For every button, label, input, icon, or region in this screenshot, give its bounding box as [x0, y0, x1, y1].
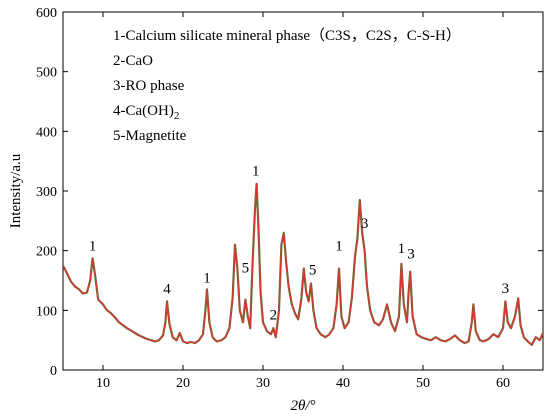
y-tick-label: 0 — [50, 364, 57, 379]
legend-item-5: 5-Magnetite — [113, 128, 187, 144]
x-tick-label: 30 — [256, 376, 270, 391]
y-tick-label: 500 — [36, 66, 57, 81]
peak-label-3: 3 — [361, 216, 369, 232]
peak-label-1: 1 — [89, 239, 97, 255]
peak-label-5: 5 — [309, 263, 317, 279]
peak-label-1: 1 — [252, 163, 260, 179]
series-line-layer — [62, 182, 545, 346]
peak-label-1: 1 — [398, 241, 406, 257]
y-tick-label: 300 — [36, 185, 57, 200]
legend-item-2: 2-CaO — [113, 53, 153, 69]
legend-item-4: 4-Ca(OH)2 — [113, 103, 179, 122]
x-tick-label: 10 — [96, 376, 110, 391]
legend-item-1: 1-Calcium silicate mineral phase（C3S，C2S… — [113, 27, 461, 44]
peak-label-1: 1 — [203, 270, 211, 286]
peak-label-2: 2 — [270, 307, 278, 323]
peak-label-3: 3 — [407, 246, 415, 262]
legend-subscript: 2 — [174, 110, 180, 122]
x-tick-label: 20 — [176, 376, 190, 391]
legend: 1-Calcium silicate mineral phase（C3S，C2S… — [113, 27, 461, 144]
y-axis-label: Intensity/a.u — [8, 153, 24, 228]
peak-label-5: 5 — [242, 261, 250, 277]
x-tick-label: 40 — [336, 376, 350, 391]
peak-label-3: 3 — [502, 281, 510, 297]
legend-item-3: 3-RO phase — [113, 78, 185, 94]
series-line — [62, 183, 544, 346]
y-tick-label: 600 — [36, 6, 57, 21]
y-tick-label: 100 — [36, 304, 57, 319]
y-tick-label: 200 — [36, 245, 57, 260]
x-axis-label: 2θ/° — [290, 398, 315, 414]
series-line-shadow — [62, 182, 545, 346]
x-tick-label: 50 — [416, 376, 430, 391]
peak-label-4: 4 — [163, 282, 171, 298]
x-tick-label: 60 — [496, 376, 510, 391]
y-tick-label: 400 — [36, 125, 57, 140]
peak-label-1: 1 — [335, 239, 343, 255]
